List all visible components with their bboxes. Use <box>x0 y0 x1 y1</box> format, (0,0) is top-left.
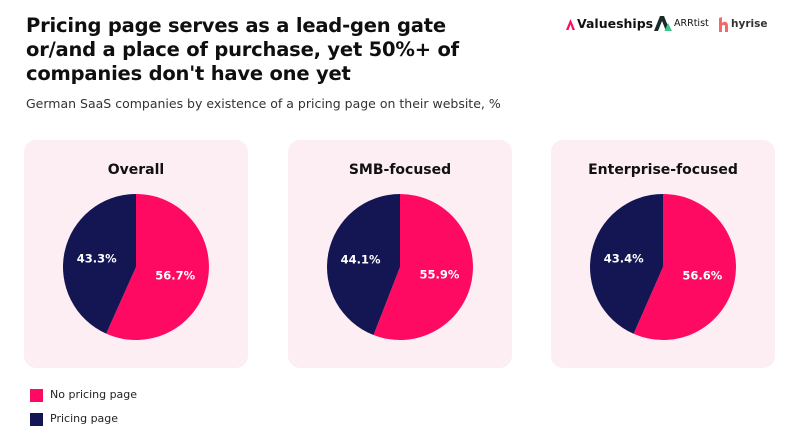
hyrise-logo-text: hyrise <box>731 18 768 30</box>
pie-title: SMB-focused <box>348 162 452 178</box>
valueships-mark-icon <box>566 19 575 30</box>
pie-card-overall: Overall 56.7% 43.3% <box>24 140 248 368</box>
pie-slice-no-pricing <box>106 194 209 340</box>
pie-value-label: 43.4% <box>604 252 644 266</box>
arrtist-logo-text: ARRtist <box>674 18 709 29</box>
arrtist-logo: ARRtist <box>654 14 709 34</box>
pie-slice-pricing <box>62 194 136 334</box>
legend-label: No pricing page <box>50 388 138 401</box>
pie-title: Enterprise-focused <box>588 162 738 178</box>
pie-chart: 56.6% 43.4% <box>590 194 737 340</box>
pie-value-label: 44.1% <box>341 253 381 267</box>
pie-slice-no-pricing <box>633 194 737 340</box>
legend-swatch <box>30 389 43 402</box>
pie-chart: 56.7% 43.3% <box>62 194 209 340</box>
pie-card-smb: SMB-focused 55.9% 44.1% <box>288 140 512 368</box>
pie-slice-pricing <box>326 194 400 336</box>
pie-chart: 55.9% 44.1% <box>326 194 473 340</box>
hyrise-logo: hyrise <box>718 14 767 34</box>
pie-value-label: 55.9% <box>420 267 460 281</box>
chart-title: Pricing page serves as a lead-gen gate o… <box>26 14 459 85</box>
pie-title: Overall <box>107 162 165 178</box>
pie-slice-pricing <box>590 194 663 334</box>
valueships-logo: Valueships <box>566 14 653 34</box>
hyrise-mark-icon <box>719 16 728 32</box>
pie-slice-no-pricing <box>373 194 473 340</box>
partner-logos: Valueships ARRtist hyrise <box>560 14 792 34</box>
legend-swatch <box>30 413 43 426</box>
valueships-logo-text: Valueships <box>577 16 654 31</box>
arrtist-mark-icon <box>654 16 672 31</box>
pie-value-label: 43.3% <box>77 252 117 266</box>
pie-value-label: 56.7% <box>155 268 195 282</box>
legend-label: Pricing page <box>50 412 119 425</box>
chart-subtitle: German SaaS companies by existence of a … <box>26 96 501 111</box>
pie-value-label: 56.6% <box>682 268 722 282</box>
pie-card-enterprise: Enterprise-focused 56.6% 43.4% <box>551 140 775 368</box>
